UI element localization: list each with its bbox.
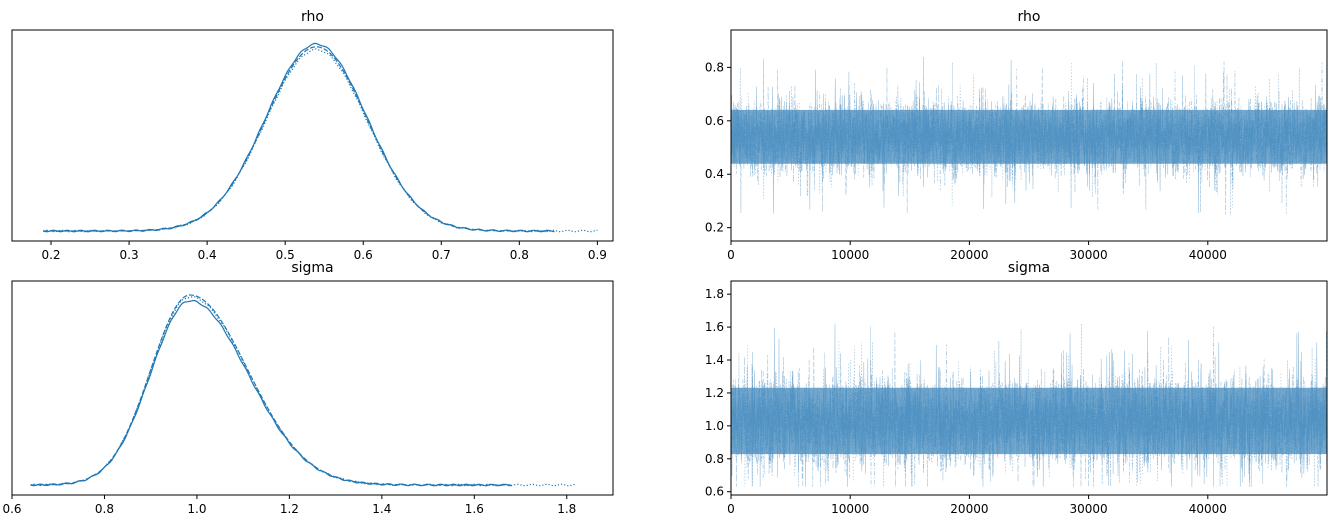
y-tick-label: 1.6 [705,320,724,334]
x-tick-label: 0 [727,502,735,516]
x-tick-label: 0.4 [198,248,217,262]
y-tick-label: 1.2 [705,386,724,400]
x-tick-label: 20000 [950,248,988,262]
x-tick-label: 0.2 [41,248,60,262]
panel-posterior-sigma: sigma 0.6 0.8 1.0 1.2 1.4 1.6 1.8 [2,260,614,516]
x-tick-label: 0.6 [354,248,373,262]
kde-line-dotted [30,296,577,487]
y-tick-label: 0.8 [705,452,724,466]
x-tick-label: 1.8 [557,502,576,516]
x-tick-label: 10000 [831,502,869,516]
y-tick-label: 1.8 [705,287,724,301]
kde-line-dashed [30,294,512,486]
x-tick-label: 30000 [1070,502,1108,516]
trace-density-band [731,109,1327,164]
y-tick-label: 0.2 [705,221,724,235]
axes-frame [11,29,614,242]
x-tick-label: 0.5 [276,248,295,262]
x-tick-label: 0.8 [95,502,114,516]
x-tick-label: 20000 [950,502,988,516]
axes-frame [11,280,614,496]
y-tick-label: 0.8 [705,60,724,74]
y-tick-label: 0.6 [705,485,724,499]
x-tick-label: 0.3 [120,248,139,262]
panel-trace-sigma: sigma 0 10000 20000 30000 40000 0.6 0.8 1.0 1.2 1.… [705,260,1328,516]
x-tick-label: 40000 [1189,248,1227,262]
x-tick-label: 0.7 [432,248,451,262]
x-tick-label: 1.2 [280,502,299,516]
x-tick-label: 1.4 [372,502,391,516]
x-tick-label: 1.6 [465,502,484,516]
y-tick-label: 0.4 [705,167,724,181]
kde-line-dashed [43,46,551,232]
trace-density-band [731,387,1327,455]
y-tick-label: 1.0 [705,419,724,433]
kde-line-solid [30,299,512,487]
x-tick-label: 40000 [1189,502,1227,516]
kde-line-solid [43,42,555,233]
x-tick-label: 0.9 [588,248,607,262]
panel-title: rho [1018,9,1041,25]
axes-frame [730,280,1328,496]
x-tick-label: 10000 [831,248,869,262]
axes-frame [730,29,1328,242]
x-tick-label: 1.0 [187,502,206,516]
panel-posterior-rho: rho 0.2 0.3 0.4 0.5 0.6 0.7 0.8 0.9 [11,9,614,262]
x-tick-label: 30000 [1070,248,1108,262]
x-tick-label: 0.6 [2,502,21,516]
y-tick-label: 1.4 [705,353,724,367]
panel-title: sigma [291,260,333,276]
panel-trace-rho: rho 0 10000 20000 30000 40000 0.2 0.4 0.6 0.8 [705,9,1328,262]
panel-title: rho [301,9,324,25]
y-tick-label: 0.6 [705,114,724,128]
panel-title: sigma [1008,260,1050,276]
x-tick-label: 0 [727,248,735,262]
x-tick-label: 0.8 [510,248,529,262]
kde-line-dotted [43,48,598,233]
